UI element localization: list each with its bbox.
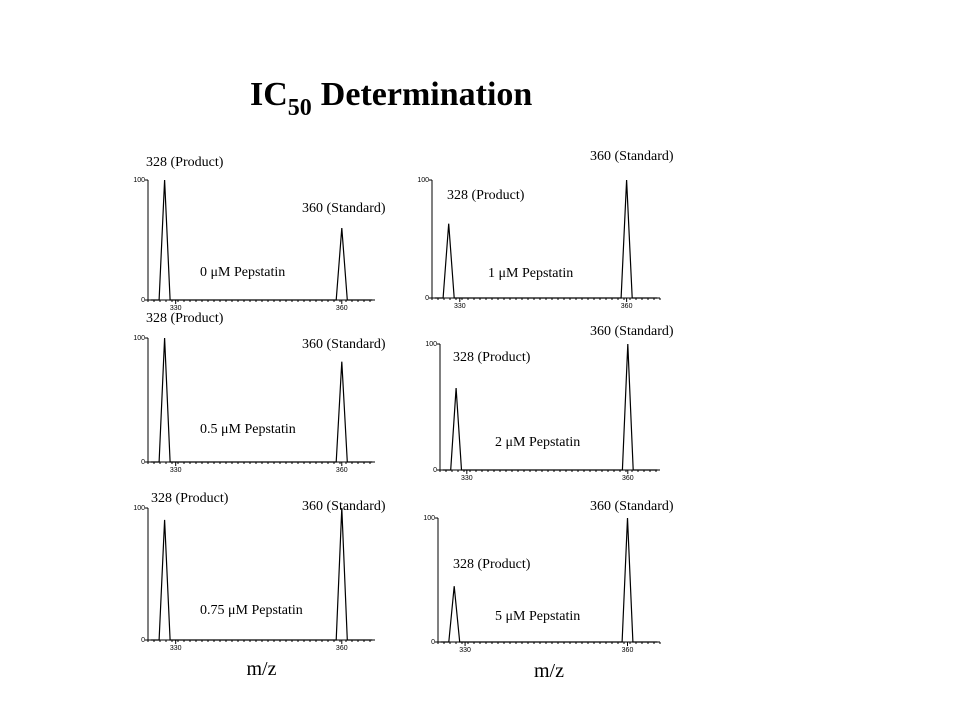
x-tick-label: 330: [454, 303, 466, 310]
product-label: 328 (Product): [447, 188, 525, 203]
y-tick-label: 0: [141, 297, 145, 304]
standard-label: 360 (Standard): [590, 149, 674, 164]
condition-label: 0.75 μM Pepstatin: [200, 603, 303, 618]
x-tick-label: 360: [336, 467, 348, 474]
y-tick-label: 0: [431, 639, 435, 646]
product-label: 328 (Product): [146, 155, 224, 170]
y-tick-label: 100: [133, 335, 145, 342]
product-label: 328 (Product): [453, 350, 531, 365]
x-axis-label: m/z: [534, 660, 564, 682]
product-label: 328 (Product): [146, 311, 224, 326]
title-subscript: 50: [288, 95, 312, 121]
y-tick-label: 100: [133, 177, 145, 184]
spectrum-line: [440, 517, 658, 643]
standard-label: 360 (Standard): [302, 499, 386, 514]
y-tick-label: 0: [433, 467, 437, 474]
x-tick-label: 360: [622, 647, 634, 654]
y-tick-label: 100: [133, 505, 145, 512]
title-text: IC: [250, 76, 288, 113]
x-tick-label: 330: [461, 475, 473, 482]
standard-label: 360 (Standard): [590, 324, 674, 339]
y-tick-label: 0: [425, 295, 429, 302]
title-text: Determination: [321, 76, 533, 113]
spectrum-line: [150, 507, 373, 641]
x-tick-label: 330: [459, 647, 471, 654]
x-tick-label: 360: [622, 475, 634, 482]
x-tick-label: 360: [336, 645, 348, 652]
spectrum-line: [150, 179, 373, 301]
y-tick-label: 0: [141, 459, 145, 466]
product-label: 328 (Product): [151, 491, 229, 506]
standard-label: 360 (Standard): [590, 499, 674, 514]
spectrum-line: [434, 179, 658, 299]
x-tick-label: 360: [336, 305, 348, 312]
standard-label: 360 (Standard): [302, 337, 386, 352]
y-tick-label: 100: [417, 177, 429, 184]
slide-title: IC50 Determination: [250, 76, 532, 121]
standard-label: 360 (Standard): [302, 201, 386, 216]
x-tick-label: 360: [621, 303, 633, 310]
condition-label: 5 μM Pepstatin: [495, 609, 580, 624]
x-axis-label: m/z: [247, 658, 277, 680]
spectrum-line: [150, 337, 373, 463]
x-tick-label: 330: [170, 645, 182, 652]
x-tick-label: 330: [170, 467, 182, 474]
y-tick-label: 0: [141, 637, 145, 644]
y-tick-label: 100: [425, 341, 437, 348]
spectrum-line: [442, 343, 658, 471]
condition-label: 0.5 μM Pepstatin: [200, 422, 296, 437]
y-tick-label: 100: [423, 515, 435, 522]
condition-label: 2 μM Pepstatin: [495, 435, 580, 450]
x-tick-label: 330: [170, 305, 182, 312]
condition-label: 0 μM Pepstatin: [200, 265, 285, 280]
condition-label: 1 μM Pepstatin: [488, 266, 573, 281]
product-label: 328 (Product): [453, 557, 531, 572]
